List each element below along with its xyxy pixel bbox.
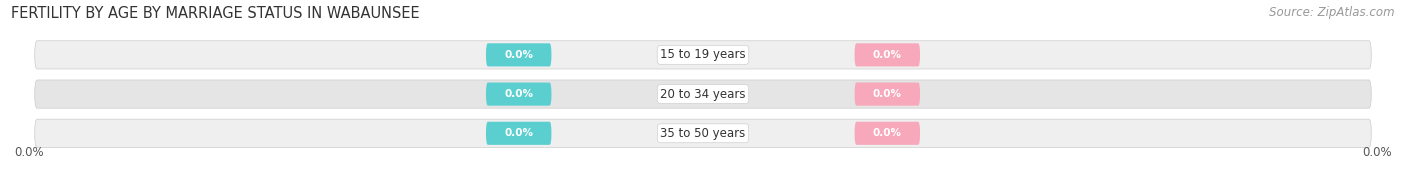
Text: Source: ZipAtlas.com: Source: ZipAtlas.com: [1270, 6, 1395, 19]
Text: 0.0%: 0.0%: [873, 89, 901, 99]
Text: 35 to 50 years: 35 to 50 years: [661, 127, 745, 140]
FancyBboxPatch shape: [35, 41, 1371, 69]
Text: 20 to 34 years: 20 to 34 years: [661, 88, 745, 101]
FancyBboxPatch shape: [486, 43, 551, 66]
Text: 0.0%: 0.0%: [1362, 146, 1392, 159]
FancyBboxPatch shape: [35, 80, 1371, 108]
FancyBboxPatch shape: [35, 119, 1371, 147]
Text: 0.0%: 0.0%: [505, 89, 533, 99]
FancyBboxPatch shape: [855, 83, 920, 106]
FancyBboxPatch shape: [855, 43, 920, 66]
FancyBboxPatch shape: [486, 122, 551, 145]
Text: 0.0%: 0.0%: [873, 50, 901, 60]
Text: 0.0%: 0.0%: [873, 128, 901, 138]
FancyBboxPatch shape: [855, 122, 920, 145]
Text: 0.0%: 0.0%: [14, 146, 44, 159]
Text: 15 to 19 years: 15 to 19 years: [661, 48, 745, 61]
Text: 0.0%: 0.0%: [505, 50, 533, 60]
FancyBboxPatch shape: [486, 83, 551, 106]
Text: FERTILITY BY AGE BY MARRIAGE STATUS IN WABAUNSEE: FERTILITY BY AGE BY MARRIAGE STATUS IN W…: [11, 6, 420, 21]
Text: 0.0%: 0.0%: [505, 128, 533, 138]
